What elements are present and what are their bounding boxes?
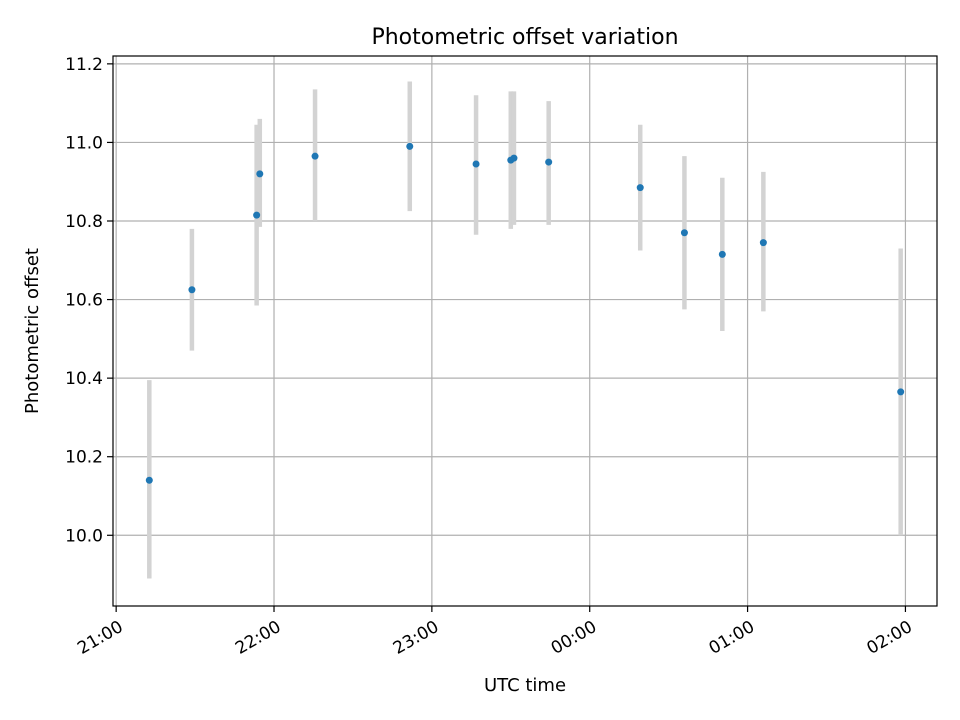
data-point: [636, 184, 644, 192]
x-tick-label: 00:00: [548, 617, 600, 659]
data-point: [406, 142, 414, 150]
data-point: [718, 250, 726, 258]
grid-lines: [113, 56, 937, 606]
plot-frame: [112, 55, 938, 607]
y-tick-label: 11.2: [65, 55, 103, 75]
x-axis-label: UTC time: [484, 675, 566, 696]
y-tick-label: 10.6: [65, 291, 103, 311]
data-point: [188, 286, 196, 294]
y-tick-label: 11.0: [65, 133, 103, 153]
data-point: [145, 476, 153, 484]
x-tick-label: 21:00: [74, 617, 126, 659]
data-point: [680, 229, 688, 237]
x-tick-label: 23:00: [390, 617, 442, 659]
y-tick-label: 10.4: [65, 369, 103, 389]
y-axis-label: Photometric offset: [22, 248, 43, 414]
data-point: [311, 152, 319, 160]
data-point: [510, 154, 518, 162]
data-point: [253, 211, 261, 219]
error-bars: [147, 81, 903, 579]
chart-title: Photometric offset variation: [371, 25, 678, 50]
data-point: [759, 239, 767, 247]
x-tick-label: 02:00: [863, 617, 915, 659]
data-points: [145, 142, 905, 484]
x-axis-ticks: 21:00 22:00 23:00 00:00 01:00 02:00: [74, 606, 916, 659]
data-point: [472, 160, 480, 168]
data-point: [545, 158, 553, 166]
x-tick-label: 22:00: [232, 617, 284, 659]
x-tick-label: 01:00: [706, 617, 758, 659]
y-tick-label: 10.8: [65, 212, 103, 232]
data-point: [256, 170, 264, 178]
y-tick-label: 10.2: [65, 448, 103, 468]
y-axis-ticks: 10.0 10.2 10.4 10.6 10.8 11.0 11.2: [65, 55, 113, 546]
data-point: [897, 388, 905, 396]
y-tick-label: 10.0: [65, 526, 103, 546]
